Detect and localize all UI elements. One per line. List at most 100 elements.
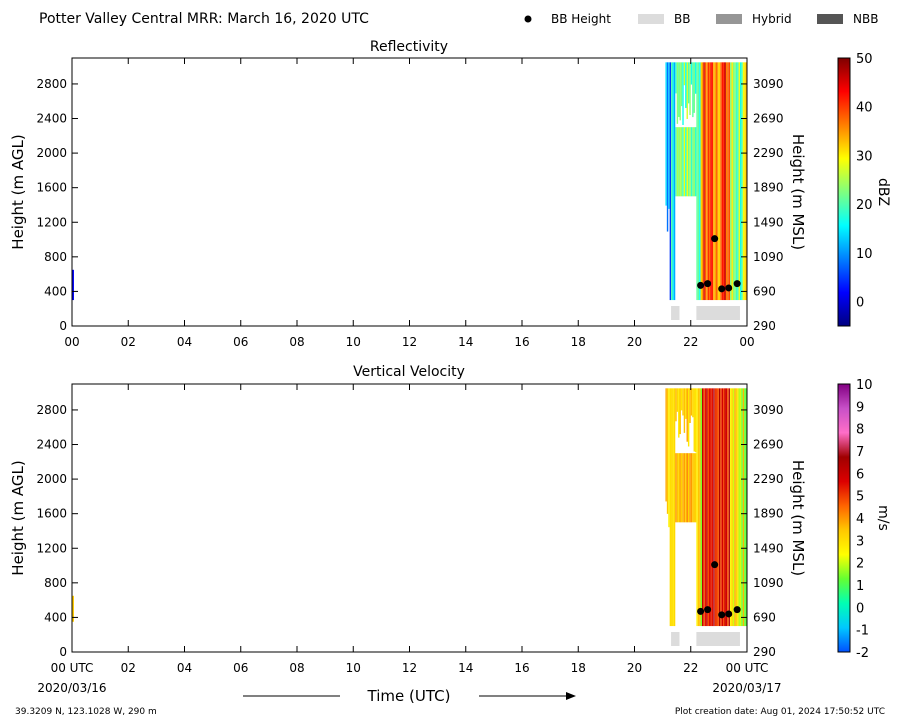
vertical-velocity-x-tick-label: 02 (121, 661, 136, 675)
vertical-velocity-y2-tick-label: 290 (753, 645, 776, 659)
vertical-velocity-data-cell (669, 388, 672, 627)
vertical-velocity-colorbar-tick-label: 4 (856, 512, 864, 527)
velocity-colorbar: -2 -1 0 1 2 3 4 5 6 7 8 9 10 (837, 378, 873, 661)
vertical-velocity-data-cell (706, 388, 708, 627)
reflectivity-data-cell (706, 62, 708, 301)
reflectivity-data-cell (692, 127, 694, 197)
vertical-velocity-data-cell (714, 388, 717, 627)
vertical-velocity-x-tick-label: 14 (458, 661, 473, 675)
reflectivity-data-cell (700, 62, 702, 301)
vertical-velocity-colorbar-tick-label: 2 (856, 557, 864, 572)
vertical-velocity-data-cell (725, 388, 728, 627)
vertical-velocity-data-cell (739, 388, 742, 627)
vertical-velocity-data-cell (707, 388, 710, 627)
vertical-velocity-data-cell (665, 388, 667, 502)
vertical-velocity-data-cell (723, 388, 725, 627)
reflectivity-x-tick-label: 10 (346, 335, 361, 349)
reflectivity-data-cell (702, 62, 704, 301)
reflectivity-y-tick-label: 400 (44, 284, 67, 298)
vertical-velocity-colorbar-tick-label: 8 (856, 423, 864, 438)
vertical-velocity-data-cell (693, 453, 695, 523)
vertical-velocity-data-cell (687, 453, 690, 523)
reflectivity-data-cell (694, 62, 697, 94)
reflectivity-x-tick-label: 00 (739, 335, 754, 349)
time-axis-label: Time (UTC) (367, 687, 451, 705)
vertical-velocity-x-tick-label: 00 UTC (51, 661, 94, 675)
reflectivity-colorbar-tick-label: 20 (856, 198, 873, 213)
reflectivity-y2-tick-label: 3090 (753, 77, 784, 91)
reflectivity-data-cell (718, 62, 721, 301)
vertical-velocity-data-cell (675, 388, 677, 422)
figure-title: Potter Valley Central MRR: March 16, 202… (39, 11, 369, 27)
reflectivity-data-cell (72, 269, 74, 301)
vertical-velocity-y-tick-label: 1200 (36, 541, 67, 555)
reflectivity-data-cell (739, 62, 742, 301)
reflectivity-data-cell (676, 62, 679, 124)
legend-marker-bb-height (524, 15, 532, 23)
reflectivity-data-cell (675, 62, 677, 94)
reflectivity-data-cell (697, 62, 700, 301)
reflectivity-data-cell (731, 62, 733, 301)
reflectivity-data-cell (709, 62, 711, 301)
reflectivity-data-cell (689, 127, 691, 197)
reflectivity-data-cell (713, 62, 715, 301)
vertical-velocity-y2-tick-label: 2690 (753, 438, 784, 452)
vertical-velocity-data-cell (666, 388, 669, 514)
reflectivity-data-cell (678, 62, 680, 117)
vertical-velocity-data-cell (711, 388, 714, 627)
vertical-velocity-y2-axis-label: Height (m MSL) (789, 460, 807, 576)
vertical-velocity-data-cell (724, 388, 726, 627)
dbz-colorbar-label: dBZ (875, 178, 891, 206)
vertical-velocity-data (72, 388, 747, 646)
reflectivity-y2-tick-label: 690 (753, 284, 776, 298)
legend-label-bb-height: BB Height (551, 12, 611, 26)
reflectivity-data-cell (742, 62, 745, 301)
vertical-velocity-y-tick-label: 0 (59, 645, 67, 659)
reflectivity-data-cell (682, 127, 684, 197)
reflectivity-data-cell (671, 62, 673, 301)
reflectivity-x-tick-label: 06 (233, 335, 248, 349)
reflectivity-data-cell (682, 62, 684, 125)
reflectivity-data-cell (734, 62, 736, 301)
end-date-label: 2020/03/17 (712, 681, 781, 695)
vertical-velocity-data-cell (676, 388, 679, 412)
vertical-velocity-y2-tick-label: 1490 (753, 541, 784, 555)
vertical-velocity-data-cell (675, 453, 677, 523)
reflectivity-data-cell (673, 62, 676, 301)
vertical-velocity-x-tick-label: 16 (514, 661, 529, 675)
reflectivity-x-tick-label: 14 (458, 335, 473, 349)
vertical-velocity-plot-frame (71, 383, 748, 653)
vertical-velocity-data-cell (728, 388, 731, 627)
reflectivity-y-tick-label: 2800 (36, 77, 67, 91)
reflectivity-data-cell (672, 62, 674, 301)
reflectivity-data (72, 62, 747, 320)
reflectivity-data-cell (693, 127, 695, 197)
legend-swatch-nbb (817, 14, 843, 24)
reflectivity-colorbar-tick-label: 30 (856, 149, 873, 164)
reflectivity-data-cell (690, 127, 693, 197)
reflectivity-title: Reflectivity (370, 39, 448, 55)
vertical-velocity-y-tick-label: 800 (44, 576, 67, 590)
vertical-velocity-data-cell (689, 388, 691, 424)
reflectivity-x-tick-label: 04 (177, 335, 192, 349)
reflectivity-data-cell (721, 62, 724, 301)
reflectivity-data-cell (717, 62, 719, 301)
reflectivity-y-tick-label: 800 (44, 250, 67, 264)
vertical-velocity-y-tick-label: 2000 (36, 472, 67, 486)
reflectivity-data-cell (668, 62, 670, 209)
legend: BB Height BB Hybrid NBB (524, 12, 878, 26)
reflectivity-panel: Reflectivity 00 02 04 06 08 10 12 14 16 18 20 22 000… (9, 39, 891, 349)
reflectivity-bb-height-point (718, 285, 726, 293)
vertical-velocity-y-tick-label: 1600 (36, 507, 67, 521)
reflectivity-data-cell (710, 62, 712, 301)
reflectivity-data-cell (676, 127, 679, 197)
reflectivity-data-cell (716, 62, 718, 301)
vertical-velocity-data-cell (742, 388, 745, 627)
vertical-velocity-x-tick-label: 20 (627, 661, 642, 675)
vertical-velocity-data-cell (734, 388, 736, 627)
reflectivity-data-cell (723, 62, 725, 301)
reflectivity-data-cell (678, 127, 680, 197)
reflectivity-y-tick-label: 1600 (36, 181, 67, 195)
vertical-velocity-bb-height-point (733, 606, 741, 614)
reflectivity-data-cell (680, 127, 683, 197)
